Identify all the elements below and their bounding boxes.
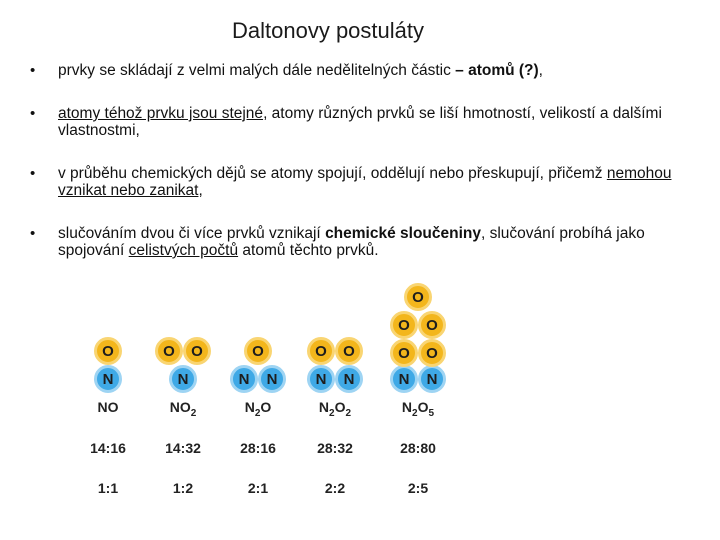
bullet-2-text: , atomy různých prvků se liší hmotností,… [58, 105, 662, 139]
compound-formula: N2O [244, 399, 272, 419]
compound-formula: N2O5 [401, 399, 435, 419]
bullet-4-text: slučováním dvou či více prvků vznikají [58, 225, 326, 242]
mass-ratio: 14:16 [90, 440, 126, 456]
nitrogen-atom: N [169, 365, 197, 393]
nitrogen-atom: N [258, 365, 286, 393]
atom-ratio: 2:2 [324, 480, 346, 496]
bullet-4-mid: , slučování probíhá jako spojování [58, 225, 645, 259]
bullet-2: atomy téhož prvku jsou stejné, atomy růz… [30, 105, 700, 139]
oxygen-atom: O [418, 339, 446, 367]
oxygen-atom: O [418, 311, 446, 339]
bullet-4-end: atomů těchto prvků. [238, 242, 379, 259]
mass-ratio: 14:32 [165, 440, 201, 456]
oxygen-atom: O [307, 337, 335, 365]
nitrogen-atom: N [230, 365, 258, 393]
bullet-4-bold: chemické sloučeniny [325, 225, 481, 242]
compound-formula: N2O2 [318, 399, 352, 419]
bullet-3-end: , [198, 182, 203, 199]
oxygen-atom: O [94, 337, 122, 365]
bullet-list: prvky se skládají z velmi malých dále ne… [30, 62, 700, 285]
oxygen-atom: O [390, 311, 418, 339]
atom-ratio: 1:2 [172, 480, 194, 496]
bullet-3: v průběhu chemických dějů se atomy spoju… [30, 165, 700, 199]
bullet-3-text: v průběhu chemických dějů se atomy spoju… [58, 165, 607, 182]
mass-ratio: 28:16 [240, 440, 276, 456]
nitrogen-atom: N [390, 365, 418, 393]
bullet-3-underlined: nemohou vznikat nebo zanikat [58, 165, 672, 199]
oxygen-atom: O [404, 283, 432, 311]
bullet-4: slučováním dvou či více prvků vznikají c… [30, 225, 700, 259]
bullet-1-bold: – atomů (?) [455, 62, 539, 79]
nitrogen-atom: N [335, 365, 363, 393]
oxygen-atom: O [390, 339, 418, 367]
bullet-1-end: , [538, 62, 543, 79]
oxygen-atom: O [183, 337, 211, 365]
mass-ratio: 28:80 [400, 440, 436, 456]
bullet-2-underlined: atomy téhož prvku jsou stejné [58, 105, 264, 122]
nitrogen-atom: N [418, 365, 446, 393]
oxygen-atom: O [155, 337, 183, 365]
oxygen-atom: O [335, 337, 363, 365]
oxygen-atom: O [244, 337, 272, 365]
bullet-4-underlined: celistvých počtů [128, 242, 239, 259]
compound-formula: NO2 [169, 399, 197, 419]
nitrogen-atom: N [307, 365, 335, 393]
bullet-1-text: prvky se skládají z velmi malých dále ne… [58, 62, 456, 79]
atom-ratio: 2:1 [247, 480, 269, 496]
page-title: Daltonovy postuláty [232, 18, 424, 43]
nitrogen-atom: N [94, 365, 122, 393]
atom-ratio: 1:1 [97, 480, 119, 496]
mass-ratio: 28:32 [317, 440, 353, 456]
atom-ratio: 2:5 [407, 480, 429, 496]
compound-formula: NO [97, 399, 119, 415]
bullet-1: prvky se skládají z velmi malých dále ne… [30, 62, 700, 79]
